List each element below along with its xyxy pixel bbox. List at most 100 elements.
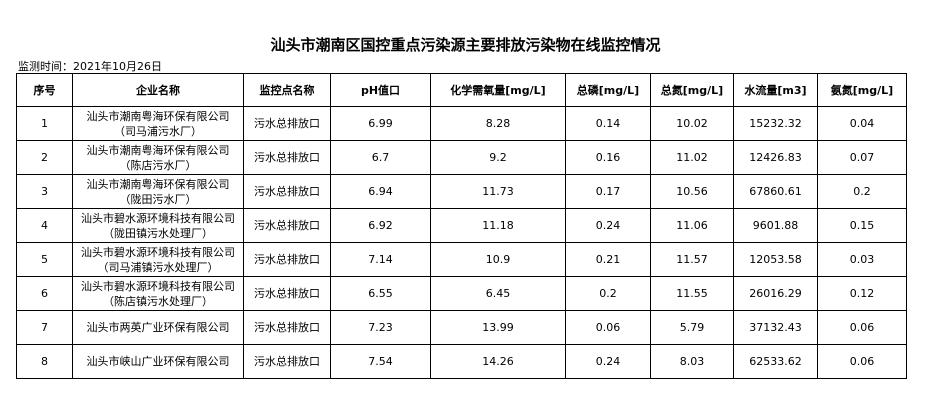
monitor-time: 监测时间：2021年10月26日: [18, 60, 162, 73]
company-line: 汕头市碧水源环境科技有限公司: [81, 279, 235, 293]
company-cell: 汕头市峡山广业环保有限公司: [72, 344, 244, 379]
table-cell: 0.21: [565, 242, 651, 277]
table-cell: 8: [16, 344, 73, 379]
company-line: 汕头市潮南粤海环保有限公司: [86, 177, 230, 191]
company-line: 汕头市碧水源环境科技有限公司: [81, 245, 235, 259]
table-cell: 8.03: [650, 344, 734, 379]
table-cell: 污水总排放口: [243, 174, 331, 209]
table-row: 3 汕头市潮南粤海环保有限公司 （陇田污水厂） 污水总排放口 6.94 11.73 0.17…: [16, 174, 907, 209]
table-cell: 12426.83: [733, 140, 818, 175]
company-line: （陇田镇污水处理厂）: [103, 226, 213, 240]
table-row: 6 汕头市碧水源环境科技有限公司 （陈店镇污水处理厂） 污水总排放口 6.55 6.45 0…: [16, 276, 907, 311]
company-cell: 汕头市潮南粤海环保有限公司 （陇田污水厂）: [72, 174, 244, 209]
company-cell: 汕头市碧水源环境科技有限公司 （陈店镇污水处理厂）: [72, 276, 244, 311]
table-cell: 67860.61: [733, 174, 818, 209]
table-cell: 0.07: [817, 140, 907, 175]
table-cell: 6: [16, 276, 73, 311]
table-cell: 1: [16, 106, 73, 141]
table-cell: 12053.58: [733, 242, 818, 277]
table-cell: 0.03: [817, 242, 907, 277]
table-cell: 0.2: [817, 174, 907, 209]
table-cell: 7.54: [330, 344, 431, 379]
table-cell: 9601.88: [733, 208, 818, 243]
company-line: （司马浦污水厂）: [114, 124, 202, 138]
table-cell: 0.06: [817, 310, 907, 345]
table-cell: 污水总排放口: [243, 140, 331, 175]
table-cell: 污水总排放口: [243, 242, 331, 277]
column-header: 总氮[mg/L]: [650, 73, 734, 107]
table-cell: 11.02: [650, 140, 734, 175]
table-cell: 0.17: [565, 174, 651, 209]
table-cell: 26016.29: [733, 276, 818, 311]
table-cell: 0.16: [565, 140, 651, 175]
company-line: 汕头市两英广业环保有限公司: [86, 321, 230, 334]
header-row: 序号 企业名称 监控点名称 pH值口 化学需氧量[mg/L] 总磷[mg/L] 总氮[mg/…: [16, 73, 907, 107]
table-cell: 7.14: [330, 242, 431, 277]
table-cell: 6.7: [330, 140, 431, 175]
column-header: 总磷[mg/L]: [565, 73, 651, 107]
table-cell: 13.99: [430, 310, 566, 345]
table-cell: 0.06: [565, 310, 651, 345]
company-line: 汕头市峡山广业环保有限公司: [86, 355, 230, 368]
table-cell: 0.2: [565, 276, 651, 311]
table-cell: 11.57: [650, 242, 734, 277]
table-cell: 62533.62: [733, 344, 818, 379]
table-cell: 11.06: [650, 208, 734, 243]
table-row: 4 汕头市碧水源环境科技有限公司 （陇田镇污水处理厂） 污水总排放口 6.92 11.18…: [16, 208, 907, 243]
column-header: pH值口: [330, 73, 431, 107]
company-cell: 汕头市潮南粤海环保有限公司 （陈店污水厂）: [72, 140, 244, 175]
table-cell: 10.02: [650, 106, 734, 141]
table-row: 8 汕头市峡山广业环保有限公司 污水总排放口 7.54 14.26 0.24 8.03 625…: [16, 344, 907, 379]
company-line: （司马浦镇污水处理厂）: [97, 260, 219, 274]
column-header: 化学需氧量[mg/L]: [430, 73, 566, 107]
table-cell: 6.45: [430, 276, 566, 311]
column-header: 水流量[m3]: [733, 73, 818, 107]
table-cell: 11.18: [430, 208, 566, 243]
table-row: 2 汕头市潮南粤海环保有限公司 （陈店污水厂） 污水总排放口 6.7 9.2 0.16 11.…: [16, 140, 907, 175]
company-cell: 汕头市碧水源环境科技有限公司 （陇田镇污水处理厂）: [72, 208, 244, 243]
table-cell: 污水总排放口: [243, 208, 331, 243]
company-line: 汕头市潮南粤海环保有限公司: [86, 109, 230, 123]
table-cell: 4: [16, 208, 73, 243]
table-cell: 0.14: [565, 106, 651, 141]
table-cell: 9.2: [430, 140, 566, 175]
table-cell: 6.94: [330, 174, 431, 209]
table-cell: 11.73: [430, 174, 566, 209]
table-cell: 0.15: [817, 208, 907, 243]
table-cell: 6.92: [330, 208, 431, 243]
table-cell: 0.04: [817, 106, 907, 141]
table-cell: 10.56: [650, 174, 734, 209]
company-line: （陈店污水厂）: [119, 158, 197, 172]
table-cell: 污水总排放口: [243, 310, 331, 345]
table-row: 1 汕头市潮南粤海环保有限公司 （司马浦污水厂） 污水总排放口 6.99 8.28 0.14…: [16, 106, 907, 141]
table-cell: 0.24: [565, 208, 651, 243]
company-line: 汕头市潮南粤海环保有限公司: [86, 143, 230, 157]
company-cell: 汕头市两英广业环保有限公司: [72, 310, 244, 345]
table-cell: 5.79: [650, 310, 734, 345]
table-cell: 污水总排放口: [243, 276, 331, 311]
table-cell: 7: [16, 310, 73, 345]
table-cell: 3: [16, 174, 73, 209]
table-cell: 5: [16, 242, 73, 277]
column-header: 监控点名称: [243, 73, 331, 107]
column-header: 氨氮[mg/L]: [817, 73, 907, 107]
table-row: 7 汕头市两英广业环保有限公司 污水总排放口 7.23 13.99 0.06 5.79 371…: [16, 310, 907, 345]
table-cell: 7.23: [330, 310, 431, 345]
table-body: 1 汕头市潮南粤海环保有限公司 （司马浦污水厂） 污水总排放口 6.99 8.28 0.14…: [16, 106, 907, 379]
table-cell: 6.55: [330, 276, 431, 311]
table-cell: 0.24: [565, 344, 651, 379]
company-cell: 汕头市碧水源环境科技有限公司 （司马浦镇污水处理厂）: [72, 242, 244, 277]
title: 汕头市潮南区国控重点污染源主要排放污染物在线监控情况: [270, 36, 661, 54]
table-cell: 污水总排放口: [243, 106, 331, 141]
table-cell: 0.12: [817, 276, 907, 311]
table-cell: 0.06: [817, 344, 907, 379]
column-header: 企业名称: [72, 73, 244, 107]
table-cell: 37132.43: [733, 310, 818, 345]
table-cell: 15232.32: [733, 106, 818, 141]
company-line: （陈店镇污水处理厂）: [103, 294, 213, 308]
table-cell: 14.26: [430, 344, 566, 379]
table-row: 5 汕头市碧水源环境科技有限公司 （司马浦镇污水处理厂） 污水总排放口 7.14 10.9…: [16, 242, 907, 277]
company-line: （陇田污水厂）: [119, 192, 197, 206]
company-cell: 汕头市潮南粤海环保有限公司 （司马浦污水厂）: [72, 106, 244, 141]
